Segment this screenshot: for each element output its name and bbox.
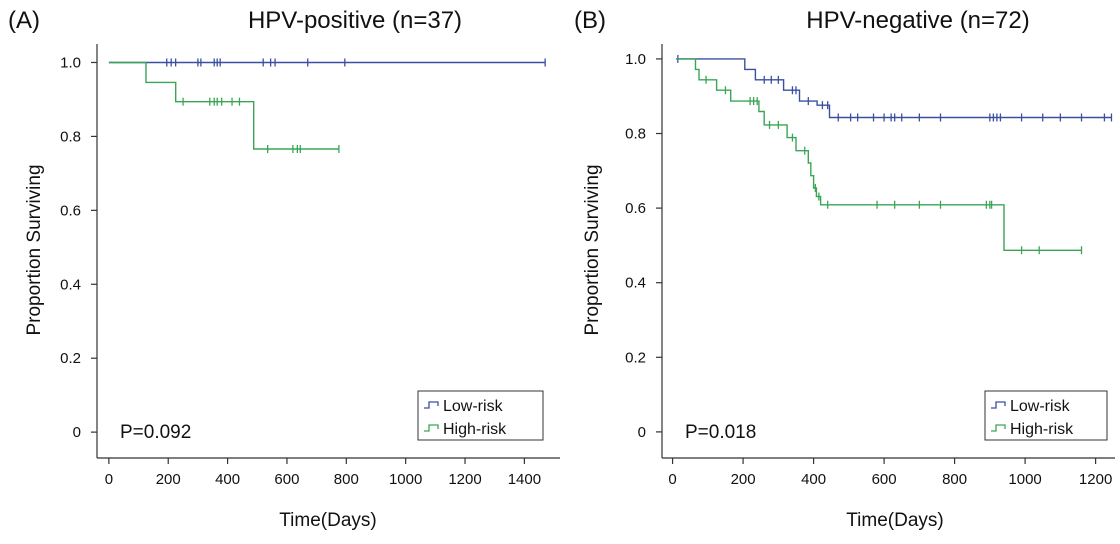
survival-curve [676, 58, 1112, 119]
panel-b: (B) HPV-negative (n=72) 0 200 400 600 800 1000 1… [574, 7, 1115, 531]
y-tick-label: 0.2 [60, 350, 81, 367]
x-tick-label: 0 [105, 471, 113, 488]
y-tick-label: 0.8 [625, 126, 646, 143]
y-tick-label: 0.6 [60, 202, 81, 219]
legend-label: Low-risk [1010, 398, 1071, 415]
y-tick-label: 0.6 [625, 200, 646, 217]
series-high-risk [676, 58, 1083, 255]
series-high-risk [108, 61, 340, 153]
x-tick-label: 800 [334, 471, 359, 488]
x-tick-label: 400 [801, 471, 826, 488]
y-axis-label: Proportion Surviving [582, 164, 603, 335]
chart-title: HPV-positive (n=37) [248, 7, 462, 34]
panel-label: (B) [574, 7, 606, 34]
panel-label: (A) [8, 7, 40, 34]
x-tick-label: 200 [731, 471, 756, 488]
legend-swatch [991, 424, 1006, 432]
x-tick-label: 400 [215, 471, 240, 488]
x-tick-label: 1200 [1079, 471, 1112, 488]
x-tick-label: 800 [942, 471, 967, 488]
legend-swatch [424, 424, 439, 432]
y-tick-label: 0.4 [60, 276, 81, 293]
x-tick-label: 1200 [448, 471, 481, 488]
series-low-risk [108, 58, 546, 67]
y-axis-label: Proportion Surviving [24, 164, 45, 335]
legend-label: Low-risk [443, 398, 504, 415]
y-tick-label: 0.2 [625, 349, 646, 366]
series-low-risk [676, 54, 1113, 122]
legend-box [417, 390, 544, 441]
legend-box [984, 390, 1108, 441]
x-tick-label: 600 [872, 471, 897, 488]
survival-curve [108, 61, 339, 150]
legend: Low-risk High-risk [417, 390, 544, 441]
x-tick-label: 200 [156, 471, 181, 488]
legend-swatch [424, 401, 439, 409]
legend-label: High-risk [1010, 421, 1074, 438]
x-axis-label: Time(Days) [846, 510, 943, 531]
y-tick-label: 0 [638, 424, 646, 441]
y-tick-label: 0 [73, 424, 81, 441]
legend-label: High-risk [443, 421, 507, 438]
p-value: P=0.092 [120, 422, 191, 443]
x-tick-label: 0 [668, 471, 676, 488]
legend: Low-risk High-risk [984, 390, 1108, 441]
x-tick-label: 600 [274, 471, 299, 488]
x-tick-label: 1000 [389, 471, 422, 488]
y-tick-label: 0.8 [60, 128, 81, 145]
x-axis-label: Time(Days) [279, 510, 376, 531]
chart-title: HPV-negative (n=72) [806, 7, 1029, 34]
y-tick-label: 1.0 [60, 54, 81, 71]
survival-curve [676, 58, 1082, 252]
x-tick-label: 1400 [508, 471, 541, 488]
legend-swatch [991, 401, 1006, 409]
x-tick-label: 1000 [1008, 471, 1041, 488]
y-tick-label: 0.4 [625, 275, 646, 292]
panel-a: (A) HPV-positive (n=37) 0 200 400 600 800 1000 1… [8, 7, 560, 531]
y-tick-label: 1.0 [625, 51, 646, 68]
p-value: P=0.018 [685, 422, 756, 443]
